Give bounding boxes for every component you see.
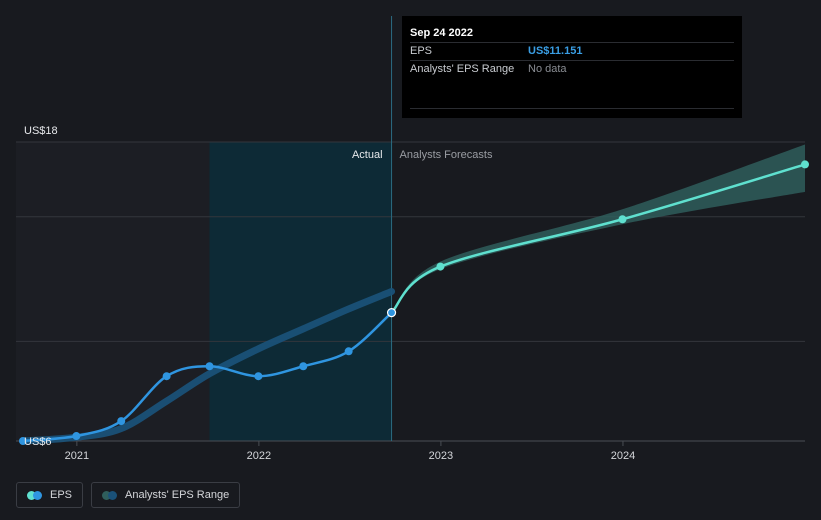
- highlight-band: [209, 142, 392, 441]
- legend-item-range[interactable]: Analysts' EPS Range: [91, 482, 241, 508]
- x-tick-label: 2022: [247, 450, 271, 462]
- forecast-label: Analysts Forecasts: [400, 149, 493, 161]
- eps-point: [72, 432, 81, 441]
- tooltip-date: Sep 24 2022: [410, 27, 473, 39]
- actual-label: Actual: [352, 149, 383, 161]
- x-axis: 2021 2022 2023 2024: [65, 441, 635, 462]
- eps-swatch-icon: [27, 490, 42, 500]
- tooltip-range-value: No data: [528, 63, 567, 75]
- tooltip: Sep 24 2022 EPS US$11.151 Analysts' EPS …: [402, 16, 742, 118]
- y-top-label: US$18: [24, 125, 58, 137]
- eps-point: [18, 437, 27, 445]
- tooltip-eps-key: EPS: [410, 45, 433, 57]
- eps-point: [299, 362, 308, 371]
- x-tick-label: 2024: [611, 450, 635, 462]
- tooltip-divider: [410, 108, 734, 109]
- legend: EPS Analysts' EPS Range: [16, 482, 241, 508]
- tooltip-row-eps: EPS US$11.151: [410, 42, 734, 60]
- tooltip-eps-value: US$11.151: [528, 45, 583, 57]
- tooltip-range-key: Analysts' EPS Range: [410, 63, 515, 75]
- eps-range-bands: [19, 144, 805, 445]
- eps-forecast-point: [618, 215, 627, 224]
- legend-item-eps[interactable]: EPS: [16, 482, 84, 508]
- eps-point: [386, 308, 397, 318]
- eps-forecast-point: [436, 262, 445, 271]
- eps-range-forecast-band: [391, 144, 805, 313]
- y-bottom-label: US$6: [24, 436, 52, 448]
- eps-point: [205, 362, 214, 371]
- eps-point: [162, 372, 171, 381]
- eps-point: [344, 347, 353, 356]
- legend-range-label: Analysts' EPS Range: [125, 489, 230, 501]
- x-tick-label: 2021: [65, 450, 89, 462]
- x-tick-label: 2023: [429, 450, 453, 462]
- gridlines: [16, 141, 805, 442]
- eps-point: [254, 372, 263, 381]
- eps-points: [18, 160, 809, 445]
- eps-range-actual-band: [19, 288, 396, 445]
- range-swatch-icon: [102, 490, 118, 500]
- eps-forecast-line: [390, 163, 806, 314]
- eps-forecast-point: [801, 160, 809, 169]
- tooltip-row-range: Analysts' EPS Range No data: [410, 60, 734, 78]
- legend-eps-label: EPS: [50, 489, 73, 501]
- eps-point: [117, 417, 126, 426]
